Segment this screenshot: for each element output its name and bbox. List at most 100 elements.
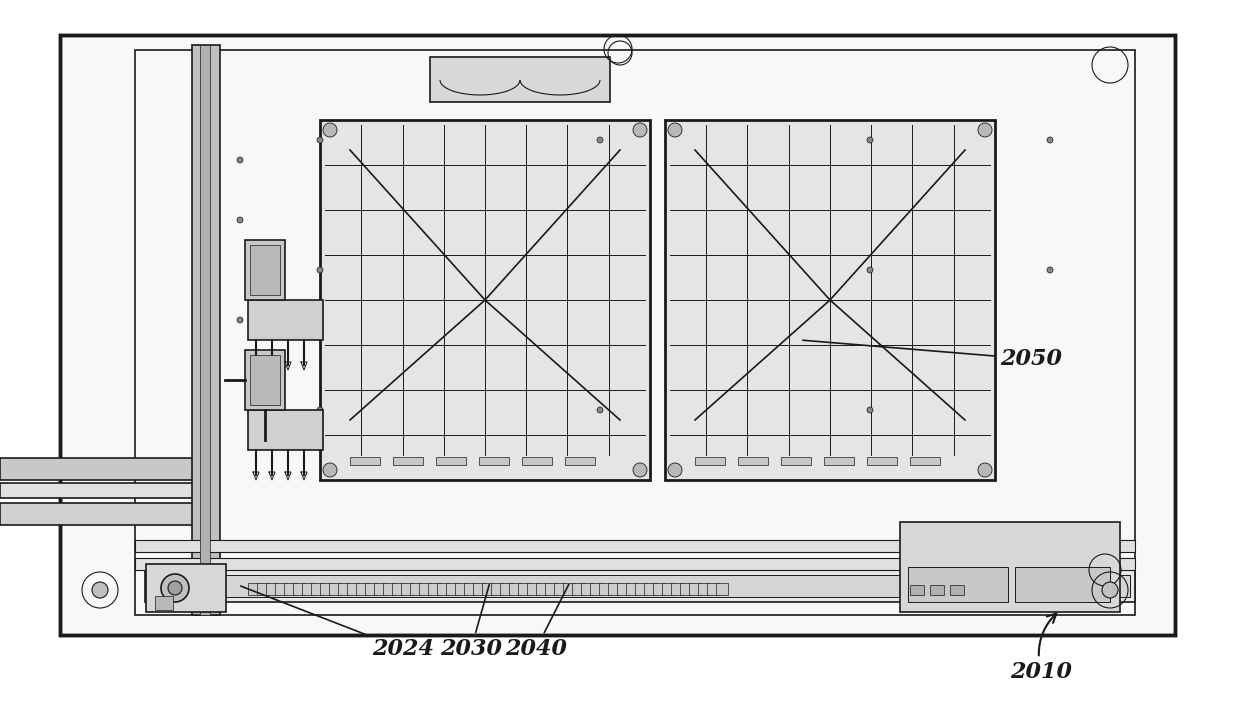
Circle shape: [596, 137, 603, 143]
Bar: [248, 583, 260, 595]
Circle shape: [322, 123, 337, 137]
Text: 2040: 2040: [505, 585, 569, 660]
Bar: [455, 583, 467, 595]
Bar: [590, 583, 601, 595]
Bar: [626, 583, 639, 595]
Text: 2050: 2050: [802, 341, 1061, 370]
Bar: [146, 564, 226, 612]
Bar: [339, 583, 350, 595]
Bar: [608, 583, 620, 595]
Circle shape: [322, 463, 337, 477]
Circle shape: [317, 407, 322, 413]
Bar: [694, 457, 725, 465]
Bar: [135, 558, 1135, 570]
Bar: [635, 583, 647, 595]
Bar: [200, 45, 210, 615]
Bar: [350, 457, 379, 465]
Bar: [715, 583, 728, 595]
Bar: [644, 583, 656, 595]
Bar: [135, 50, 1135, 615]
Bar: [599, 583, 611, 595]
Bar: [60, 35, 1176, 635]
Circle shape: [632, 123, 647, 137]
Bar: [689, 583, 701, 595]
Bar: [246, 350, 285, 410]
Circle shape: [167, 581, 182, 595]
Circle shape: [237, 157, 243, 163]
Circle shape: [668, 123, 682, 137]
Bar: [145, 570, 1135, 602]
Bar: [192, 45, 219, 615]
Bar: [250, 245, 280, 295]
Circle shape: [92, 582, 108, 598]
Bar: [267, 583, 278, 595]
Bar: [436, 583, 449, 595]
Circle shape: [632, 463, 647, 477]
Bar: [738, 457, 768, 465]
Bar: [419, 583, 432, 595]
Bar: [329, 583, 341, 595]
Text: 2010: 2010: [1011, 613, 1073, 683]
Bar: [150, 575, 1130, 597]
Bar: [825, 457, 854, 465]
Bar: [653, 583, 665, 595]
Bar: [781, 457, 811, 465]
Circle shape: [867, 137, 873, 143]
Bar: [508, 583, 521, 595]
Bar: [436, 457, 466, 465]
Circle shape: [867, 267, 873, 273]
Bar: [248, 410, 322, 450]
Circle shape: [161, 574, 188, 602]
Bar: [908, 567, 1008, 602]
Bar: [135, 540, 1135, 552]
Bar: [527, 583, 539, 595]
Bar: [275, 583, 286, 595]
Bar: [665, 120, 994, 480]
Bar: [479, 457, 508, 465]
Bar: [0, 483, 215, 498]
Bar: [554, 583, 565, 595]
Bar: [618, 583, 629, 595]
Circle shape: [867, 407, 873, 413]
Bar: [410, 583, 422, 595]
Bar: [582, 583, 593, 595]
Bar: [401, 583, 413, 595]
Circle shape: [978, 463, 992, 477]
Bar: [393, 457, 423, 465]
Bar: [500, 583, 512, 595]
Bar: [572, 583, 584, 595]
Circle shape: [668, 463, 682, 477]
Bar: [430, 57, 610, 102]
Bar: [383, 583, 396, 595]
Bar: [428, 583, 440, 595]
Bar: [365, 583, 377, 595]
Bar: [680, 583, 692, 595]
Circle shape: [237, 317, 243, 323]
Bar: [707, 583, 719, 595]
Bar: [950, 585, 963, 595]
Bar: [536, 583, 548, 595]
Bar: [910, 585, 924, 595]
Bar: [563, 583, 575, 595]
Bar: [303, 583, 314, 595]
Circle shape: [1047, 137, 1053, 143]
Bar: [900, 522, 1120, 612]
Bar: [930, 585, 944, 595]
Bar: [0, 503, 215, 525]
Bar: [284, 583, 296, 595]
Text: 2024: 2024: [241, 586, 434, 660]
Bar: [0, 458, 215, 480]
Circle shape: [978, 123, 992, 137]
Bar: [522, 457, 552, 465]
Bar: [565, 457, 595, 465]
Circle shape: [237, 217, 243, 223]
Bar: [472, 583, 485, 595]
Bar: [356, 583, 368, 595]
Bar: [257, 583, 269, 595]
Bar: [910, 457, 940, 465]
Circle shape: [1047, 267, 1053, 273]
Bar: [518, 583, 529, 595]
Bar: [293, 583, 305, 595]
Circle shape: [317, 137, 322, 143]
Circle shape: [317, 267, 322, 273]
